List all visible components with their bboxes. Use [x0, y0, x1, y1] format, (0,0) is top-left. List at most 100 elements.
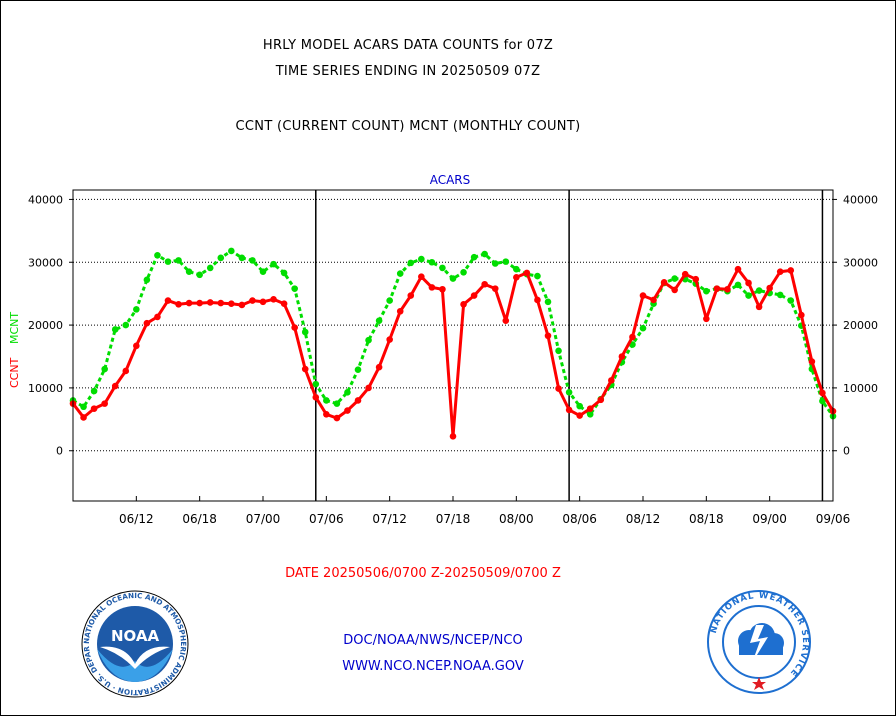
x-tick-label: 09/06 [816, 512, 851, 526]
header-line-2: TIME SERIES ENDING IN 20250509 07Z [275, 64, 541, 79]
data-point-mcnt [365, 336, 372, 344]
y-tick-label-right: 20000 [843, 319, 878, 332]
x-tick-label: 06/18 [182, 512, 217, 526]
data-point-mcnt [185, 268, 193, 275]
data-point-mcnt [122, 321, 130, 329]
data-point-mcnt [555, 347, 562, 355]
data-point-ccnt [650, 296, 657, 304]
org-url: WWW.NCO.NCEP.NOAA.GOV [342, 659, 524, 674]
data-point-mcnt [291, 285, 298, 292]
y-tick-label-right: 0 [843, 445, 850, 458]
data-point-mcnt [270, 260, 277, 268]
data-point-ccnt [776, 268, 784, 275]
data-point-mcnt [312, 380, 320, 388]
data-point-ccnt [375, 363, 383, 371]
data-point-ccnt [692, 275, 700, 283]
data-point-mcnt [133, 306, 140, 313]
header-line-1: HRLY MODEL ACARS DATA COUNTS for 07Z [262, 38, 554, 53]
y-tick-label-left: 40000 [28, 193, 63, 206]
data-point-ccnt [819, 389, 826, 397]
data-point-mcnt [819, 397, 826, 405]
y-tick-label-right: 10000 [843, 382, 878, 395]
data-point-ccnt [449, 432, 457, 440]
data-point-ccnt [660, 279, 668, 286]
data-point-mcnt [745, 292, 752, 299]
data-point-ccnt [238, 301, 246, 309]
data-point-mcnt [354, 366, 362, 373]
data-point-ccnt [808, 358, 816, 365]
x-tick-label: 08/06 [562, 512, 597, 526]
data-point-ccnt [365, 384, 372, 392]
data-point-ccnt [101, 400, 108, 407]
nws-logo: NATIONAL WEATHER SERVICE [707, 590, 811, 694]
data-point-ccnt [396, 307, 404, 315]
x-tick-label: 07/18 [436, 512, 471, 526]
data-point-mcnt [206, 264, 214, 272]
y-tick-label-left: 20000 [28, 319, 63, 332]
data-point-mcnt [734, 281, 742, 289]
data-point-ccnt [196, 299, 203, 307]
data-point-mcnt [671, 275, 678, 282]
data-point-ccnt [586, 405, 594, 412]
data-point-mcnt [323, 397, 330, 404]
data-point-ccnt [175, 301, 182, 308]
data-point-mcnt [280, 269, 288, 277]
data-point-ccnt [164, 297, 172, 304]
data-point-ccnt [460, 301, 467, 308]
data-point-mcnt [481, 250, 488, 258]
y-tick-label-left: 10000 [28, 382, 63, 395]
x-tick-label: 07/00 [246, 512, 281, 526]
data-point-mcnt [249, 257, 256, 264]
data-point-ccnt [323, 410, 330, 418]
data-point-mcnt [301, 328, 309, 336]
data-point-ccnt [734, 265, 742, 273]
data-point-mcnt [80, 403, 87, 411]
data-point-mcnt [143, 276, 151, 284]
data-point-ccnt [671, 286, 678, 294]
data-point-mcnt [396, 270, 404, 277]
plot-frame [72, 189, 834, 502]
data-point-mcnt [175, 257, 182, 264]
data-point-mcnt [776, 291, 784, 299]
data-point-mcnt [375, 317, 383, 324]
data-point-mcnt [565, 389, 573, 396]
data-point-ccnt [428, 284, 436, 291]
data-point-mcnt [90, 387, 98, 395]
data-point-mcnt [418, 255, 425, 263]
data-point-ccnt [122, 367, 130, 375]
data-point-ccnt [639, 292, 647, 299]
data-point-mcnt [407, 259, 415, 267]
data-point-ccnt [418, 273, 425, 281]
data-point-ccnt [629, 333, 636, 341]
data-point-ccnt [111, 382, 119, 390]
noaa-logo-text: NOAA [111, 627, 160, 645]
data-point-mcnt [460, 269, 467, 276]
data-point-mcnt [470, 253, 478, 261]
header-line-3: CCNT (CURRENT COUNT) MCNT (MONTHLY COUNT… [235, 119, 581, 134]
data-point-ccnt [618, 353, 626, 360]
data-point-ccnt [766, 284, 773, 292]
data-point-ccnt [703, 315, 710, 323]
noaa-logo: NATIONAL OCEANIC AND ATMOSPHERIC ADMINIS… [80, 589, 189, 698]
data-point-ccnt [386, 336, 393, 343]
series-line-ccnt [71, 267, 835, 438]
data-point-mcnt [217, 254, 225, 262]
x-tick-label: 09/00 [752, 512, 787, 526]
data-point-ccnt [407, 292, 415, 299]
data-point-ccnt [217, 299, 225, 307]
data-point-ccnt [344, 407, 351, 414]
data-point-ccnt [228, 300, 235, 308]
y-axis-label-mcnt: MCNT [8, 312, 21, 344]
y-tick-label-left: 0 [56, 445, 63, 458]
data-point-mcnt [534, 272, 541, 280]
data-point-ccnt [523, 269, 531, 277]
data-point-ccnt [713, 285, 721, 292]
data-point-mcnt [154, 252, 161, 259]
data-point-mcnt [502, 258, 510, 265]
data-point-mcnt [586, 410, 594, 418]
x-tick-label: 08/00 [499, 512, 534, 526]
data-point-mcnt [787, 297, 795, 304]
data-point-ccnt [312, 394, 320, 401]
data-point-ccnt [143, 319, 151, 327]
data-point-ccnt [133, 342, 140, 350]
